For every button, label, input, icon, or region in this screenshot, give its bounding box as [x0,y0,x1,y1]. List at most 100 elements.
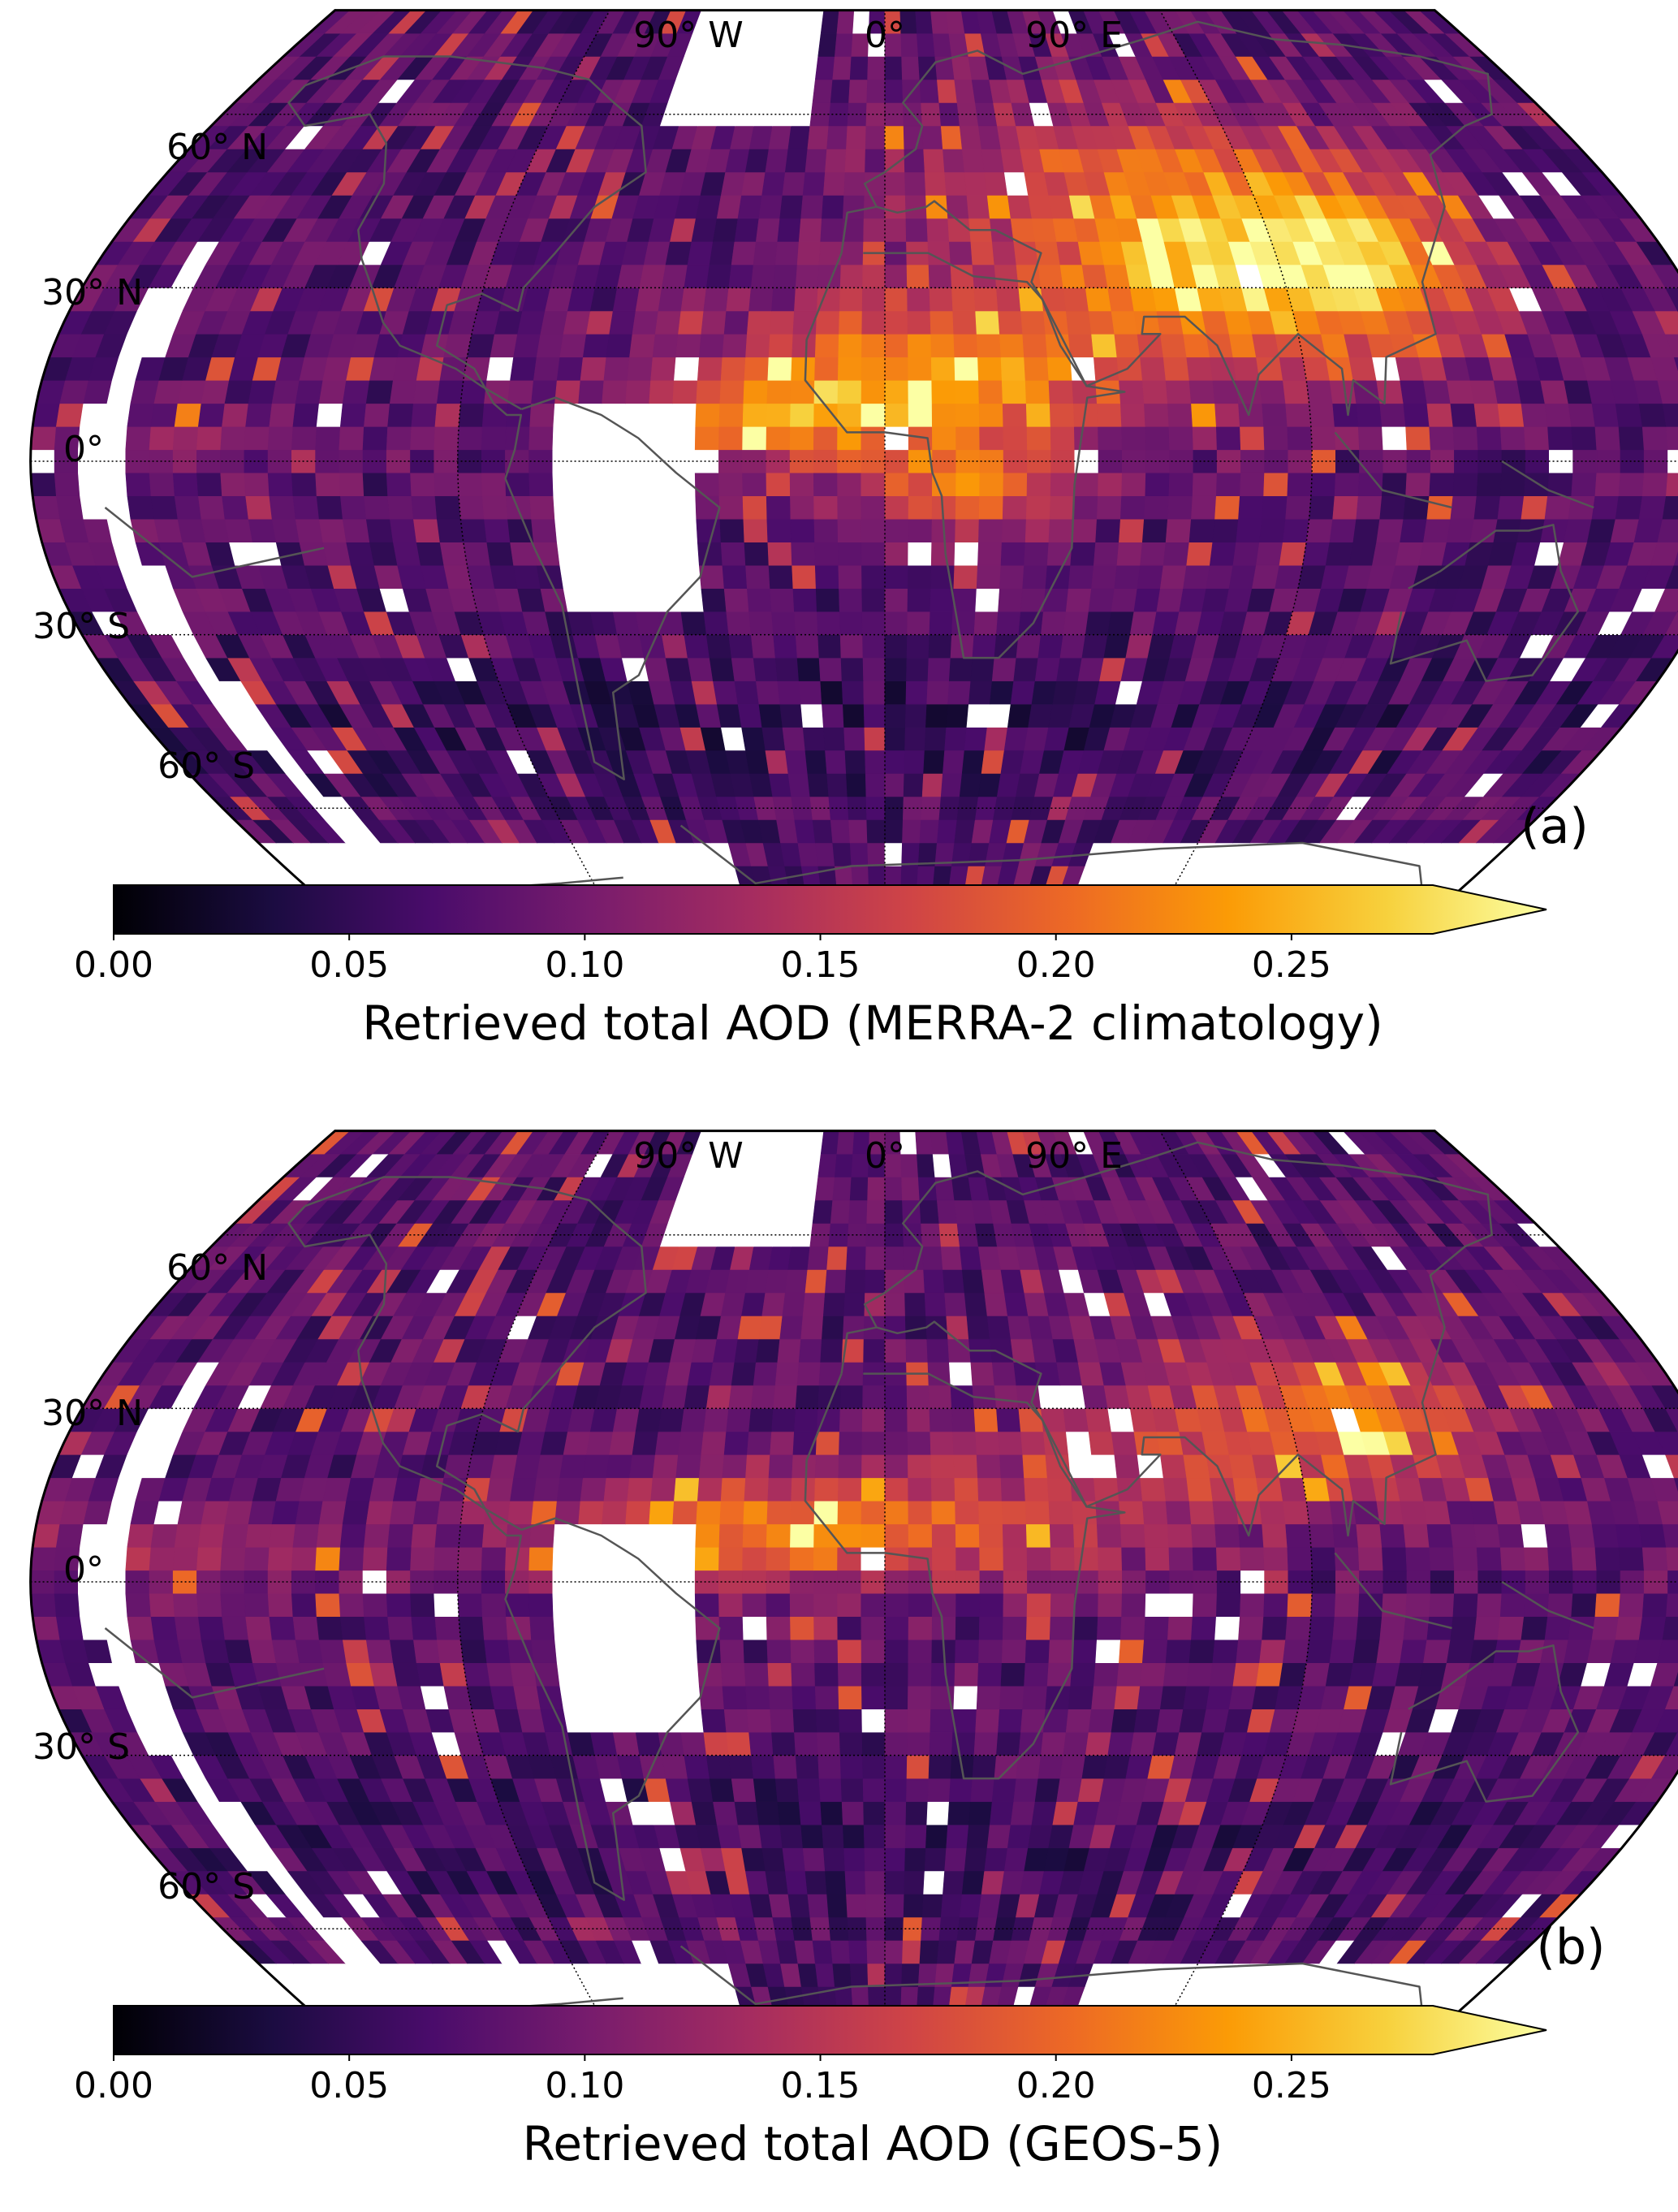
aod-cell [610,311,636,334]
aod-cell [729,1385,753,1409]
aod-cell [319,1640,346,1663]
aod-cell [1167,1524,1193,1548]
aod-cell [530,496,555,520]
aod-cell [743,1593,767,1617]
colorbar-tick-label: 0.00 [74,944,153,986]
aod-cell [1134,1709,1160,1732]
aod-cell [104,496,131,520]
aod-cell [839,1732,862,1756]
aod-cell [976,1432,1000,1454]
aod-cell [681,1408,706,1432]
aod-cell [718,1593,743,1617]
aod-cell [554,404,579,427]
aod-cell [695,1547,719,1570]
aod-cell [31,1593,56,1617]
aod-cell [980,1547,1004,1570]
aod-cell [1050,426,1075,450]
aod-cell [794,287,817,311]
aod-cell [1564,1501,1593,1524]
aod-cell [1521,496,1548,520]
aod-cell [815,57,835,80]
aod-cell [977,1478,1002,1501]
aod-cell [885,1339,906,1363]
aod-cell [955,542,979,566]
aod-cell [792,542,816,566]
aod-cell [821,1339,843,1363]
aod-cell [949,1362,973,1385]
aod-cell [840,265,863,288]
aod-cell [1474,496,1500,520]
aod-cell [727,611,752,635]
aod-cell [766,1617,791,1640]
aod-cell [1092,1454,1117,1478]
aod-cell [1146,450,1170,473]
aod-cell [369,357,397,381]
aod-cell [178,519,206,542]
aod-cell [363,1593,388,1617]
aod-cell [721,172,745,195]
aod-cell [904,750,925,774]
aod-cell [815,357,839,381]
aod-cell [1050,404,1074,427]
aod-cell [658,287,684,311]
aod-cell [751,1385,775,1409]
aod-cell [979,1617,1003,1640]
aod-cell [681,611,706,635]
aod-cell [272,1640,300,1663]
aod-cell [1477,426,1502,450]
aod-cell [941,126,962,149]
aod-cell [1521,404,1548,427]
aod-cell [742,728,766,750]
aod-cell [1163,1663,1189,1687]
aod-cell [1312,450,1335,473]
aod-cell [788,774,810,797]
aod-cell [885,1964,902,1987]
aod-cell [673,519,698,542]
aod-cell [1240,426,1264,450]
aod-cell [749,611,774,635]
aod-cell [839,1432,862,1454]
aod-cell [149,473,175,496]
aod-cell [845,750,865,774]
aod-cell [838,426,861,450]
aod-cell [1002,519,1026,542]
aod-cell [1206,334,1233,357]
aod-cell [651,1663,676,1687]
aod-cell [1057,1778,1082,1802]
aod-cell [662,1385,688,1409]
aod-cell [268,1593,293,1617]
aod-cell [774,635,798,659]
aod-cell [1191,1524,1216,1548]
aod-cell [908,1408,930,1432]
aod-cell [411,1570,434,1593]
aod-cell [937,820,957,844]
aod-cell [343,519,369,542]
aod-cell [885,334,908,357]
map-svg-a: 90° W 0° 90° E 60° N 30° N 0° 30° S 60° … [0,0,1678,1088]
aod-cell [706,265,731,288]
aod-cell [1453,1547,1478,1570]
aod-cell [941,1894,962,1918]
aod-cell [1517,380,1545,404]
aod-cell [973,635,997,659]
aod-cell [31,1547,56,1570]
aod-cell [996,611,1020,635]
aod-cell [1002,1640,1026,1663]
aod-cell [1642,426,1667,450]
aod-cell [701,1432,727,1454]
aod-cell [861,380,885,404]
aod-cell [1027,450,1050,473]
aod-cell [369,1478,397,1501]
aod-cell [798,57,818,80]
aod-cell [655,1432,681,1454]
aod-cell [925,1825,947,1848]
aod-cell [987,1825,1011,1848]
aod-cell [792,357,816,381]
aod-cell [814,1617,838,1640]
aod-cell [962,149,985,173]
aod-cell [861,1663,885,1687]
aod-cell [672,496,697,520]
aod-cell [648,496,672,520]
aod-cell [529,450,553,473]
aod-cell [751,1756,775,1779]
